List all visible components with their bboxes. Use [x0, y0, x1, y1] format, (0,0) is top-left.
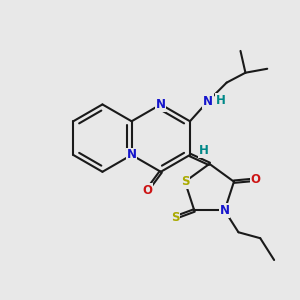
- Text: N: N: [203, 95, 213, 108]
- Text: S: S: [181, 175, 189, 188]
- Text: H: H: [199, 145, 209, 158]
- Text: H: H: [216, 94, 226, 107]
- Text: N: N: [220, 204, 230, 217]
- Text: N: N: [127, 148, 136, 161]
- Text: S: S: [171, 211, 180, 224]
- Text: O: O: [251, 173, 261, 186]
- Text: N: N: [156, 98, 166, 111]
- Text: O: O: [142, 184, 152, 197]
